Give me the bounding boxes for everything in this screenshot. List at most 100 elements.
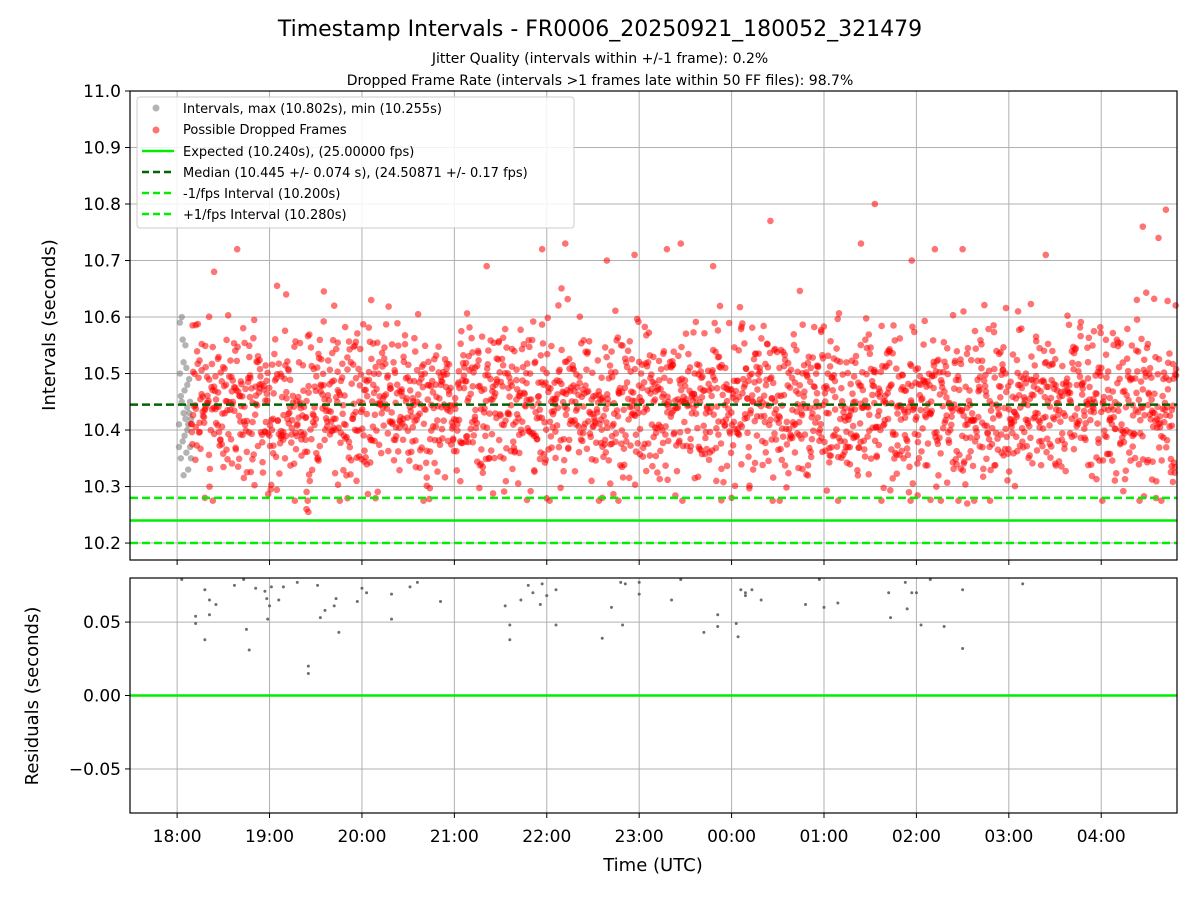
dropped-frame-point	[681, 382, 689, 390]
dropped-frame-point	[1018, 384, 1025, 392]
dropped-frame-point	[1026, 452, 1033, 459]
dropped-frame-point	[622, 432, 629, 439]
dropped-frame-point	[290, 460, 298, 468]
y-tick-label: 0.00	[83, 687, 121, 707]
dropped-frame-point	[982, 392, 990, 399]
residual-point	[306, 664, 310, 668]
dropped-frame-point	[1109, 388, 1117, 395]
dropped-frame-point	[434, 468, 441, 475]
dropped-frame-point	[692, 410, 700, 417]
dropped-frame-point	[1097, 329, 1104, 337]
dropped-frame-point	[670, 348, 677, 356]
dropped-frame-point	[288, 424, 296, 432]
dropped-frame-point	[470, 432, 478, 439]
legend-label-plus-fps: +1/fps Interval (10.280s)	[183, 208, 347, 223]
residual-point	[332, 604, 336, 608]
dropped-frame-point	[514, 480, 522, 487]
dropped-frame-point	[809, 410, 816, 417]
dropped-frame-point	[352, 338, 360, 346]
dropped-frame-point	[656, 475, 664, 483]
dropped-frame-point	[284, 358, 291, 365]
dropped-frame-point	[455, 368, 463, 375]
dropped-frame-point	[618, 427, 626, 434]
dropped-frame-point	[692, 395, 700, 402]
dropped-frame-point	[1148, 396, 1155, 403]
dropped-frame-point	[188, 428, 196, 436]
dropped-frame-point	[853, 433, 861, 440]
dropped-frame-point	[716, 302, 724, 310]
x-tick-label: 20:00	[337, 827, 386, 847]
dropped-frame-point	[654, 469, 661, 476]
dropped-frame-point	[700, 422, 707, 430]
dropped-frame-point	[624, 347, 632, 355]
dropped-frame-point	[606, 480, 614, 487]
dropped-frame-point	[1121, 475, 1129, 483]
residual-point	[268, 604, 272, 608]
dropped-frame-point	[334, 339, 342, 346]
residual-point	[318, 616, 322, 620]
dropped-frame-point	[497, 412, 504, 419]
dropped-frame-point	[200, 419, 208, 427]
residual-point	[822, 605, 826, 609]
dropped-frame-point	[420, 420, 428, 428]
dropped-frame-point	[627, 442, 634, 449]
dropped-frame-point	[908, 257, 916, 264]
dropped-frame-point	[750, 355, 758, 363]
dropped-frame-point	[385, 447, 392, 455]
residual-point	[637, 592, 641, 596]
dropped-frame-point	[527, 396, 535, 403]
dropped-frame-point	[291, 343, 298, 351]
dropped-frame-point	[460, 352, 467, 359]
dropped-frame-point	[712, 444, 720, 452]
dropped-frame-point	[823, 487, 831, 494]
dropped-frame-point	[476, 484, 483, 492]
dropped-frame-point	[991, 374, 999, 381]
dropped-frame-point	[1076, 324, 1084, 331]
dropped-frame-point	[1054, 411, 1062, 419]
dropped-frame-point	[935, 356, 942, 364]
dropped-frame-point	[783, 418, 791, 426]
dropped-frame-point	[719, 391, 727, 399]
dropped-frame-point	[509, 438, 517, 446]
dropped-frame-point	[245, 342, 253, 350]
dropped-frame-point	[560, 467, 567, 475]
dropped-frame-point	[576, 313, 584, 320]
dropped-frame-point	[537, 352, 545, 359]
legend-label-intervals: Intervals, max (10.802s), min (10.255s)	[183, 102, 442, 117]
dropped-frame-point	[894, 410, 901, 417]
dropped-frame-point	[831, 406, 839, 413]
dropped-frame-point	[861, 446, 868, 453]
dropped-frame-point	[426, 448, 434, 455]
dropped-frame-point	[403, 395, 411, 402]
dropped-frame-point	[320, 381, 327, 389]
dropped-frame-point	[997, 383, 1004, 391]
dropped-frame-point	[849, 390, 856, 398]
y-tick-label: 10.2	[83, 534, 121, 554]
dropped-frame-point	[356, 382, 364, 389]
dropped-frame-point	[599, 396, 607, 404]
residual-point	[390, 592, 394, 596]
dropped-frame-point	[1169, 478, 1177, 486]
dropped-frame-point	[831, 377, 839, 385]
dropped-frame-point	[416, 464, 424, 472]
dropped-frame-point	[713, 425, 720, 432]
dropped-frame-point	[478, 446, 485, 453]
dropped-frame-point	[469, 439, 477, 446]
dropped-frame-point	[463, 310, 471, 317]
dropped-frame-point	[234, 343, 241, 351]
dropped-frame-point	[467, 425, 475, 433]
dropped-frame-point	[613, 407, 621, 414]
dropped-frame-point	[821, 438, 828, 446]
dropped-frame-point	[838, 398, 846, 405]
residual-point	[194, 622, 198, 626]
dropped-frame-point	[308, 466, 316, 474]
dropped-frame-point	[536, 406, 544, 414]
dropped-frame-point	[249, 418, 256, 426]
dropped-frame-point	[790, 331, 798, 338]
dropped-frame-point	[224, 312, 232, 319]
y-tick-label: 10.5	[83, 365, 121, 385]
dropped-frame-point	[933, 429, 940, 436]
dropped-frame-point	[767, 217, 774, 225]
dropped-frame-point	[851, 406, 859, 413]
dropped-frame-point	[467, 390, 475, 398]
